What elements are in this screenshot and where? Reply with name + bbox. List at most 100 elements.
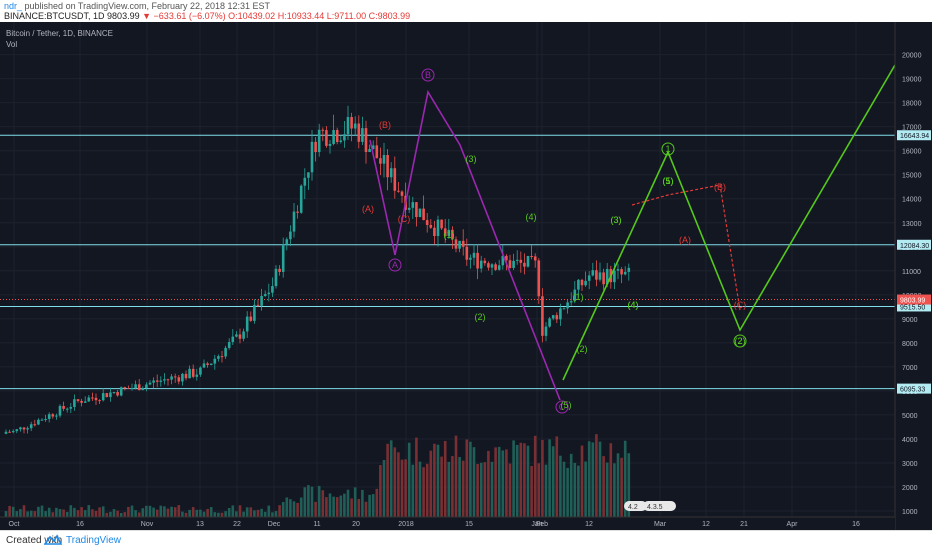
candle — [343, 134, 346, 141]
volume-bar — [533, 435, 537, 517]
volume-bar — [181, 511, 184, 517]
candle — [361, 128, 364, 142]
candle — [33, 424, 37, 426]
candle — [389, 168, 393, 178]
candle — [173, 376, 177, 378]
current-price-label: 9803.99 — [900, 298, 925, 305]
volume-bar — [541, 439, 544, 517]
volume-bar — [19, 509, 22, 517]
wave-label-purple: B — [425, 70, 431, 80]
candle — [37, 419, 40, 425]
candle — [357, 123, 361, 142]
time-tick-label: 12 — [585, 521, 593, 528]
volume-bar — [271, 512, 274, 517]
volume-bar — [382, 459, 386, 517]
volume-bar — [242, 511, 245, 517]
candles — [4, 105, 631, 435]
volume-bar — [497, 446, 501, 517]
candle — [141, 388, 145, 391]
volume-bar — [584, 461, 587, 517]
volume-bar — [299, 497, 303, 517]
candle — [155, 380, 159, 382]
candle — [559, 308, 562, 320]
volume-bar — [33, 511, 37, 517]
volume-bar — [418, 461, 422, 517]
candle — [623, 271, 627, 275]
volume-bar — [249, 507, 253, 517]
high-value: H:10933.44 — [277, 11, 325, 21]
volume-bar — [472, 447, 476, 517]
candle — [163, 379, 166, 381]
volume-bar — [411, 464, 415, 517]
horizontal-levels — [0, 134, 895, 390]
level-label-bg — [897, 239, 931, 250]
volume-bar — [325, 497, 328, 517]
candle — [465, 246, 469, 260]
candle — [213, 358, 217, 364]
ohlc-line: BINANCE:BTCUSDT, 1D 9803.99 ▼ −633.61 (−… — [4, 11, 410, 21]
volume-bar — [15, 511, 19, 517]
tradingview-brand[interactable]: TradingView — [66, 535, 122, 546]
price-chart[interactable]: BAC(A)(B)(C)(A)(B)(C)(1)(2)(3)(4)(5)(1)(… — [0, 22, 932, 530]
volume-bar — [425, 463, 429, 517]
wave-label-purple-ring — [388, 258, 402, 272]
volume-bar — [404, 459, 407, 517]
price-tick-label: 13000 — [902, 221, 922, 228]
candle — [433, 227, 436, 236]
candle — [109, 392, 112, 398]
candle — [483, 260, 487, 264]
candle — [177, 377, 181, 382]
wave-label-green: (3) — [611, 215, 622, 225]
volume-bar — [55, 507, 58, 517]
candle — [159, 380, 163, 382]
volume-bar — [58, 509, 62, 517]
event-badge — [624, 501, 647, 511]
volume-bar — [605, 462, 609, 517]
volume-bar — [440, 456, 443, 517]
time-tick-label: Jan — [531, 521, 542, 528]
volume-bar — [512, 440, 515, 517]
candle — [616, 269, 620, 271]
candle — [274, 268, 278, 287]
candle — [350, 117, 353, 129]
candle — [526, 255, 530, 267]
volume-bar — [544, 464, 548, 517]
wave-label-green: (3) — [611, 215, 622, 225]
volume-bar — [627, 453, 631, 517]
volume-bar — [519, 442, 523, 517]
candle — [152, 380, 155, 383]
volume-bar — [407, 442, 411, 517]
candle — [364, 128, 368, 153]
candle — [29, 424, 33, 429]
candle — [199, 367, 202, 375]
volume-bar — [231, 505, 235, 517]
price-tick-label: 16000 — [902, 149, 922, 156]
volume-bar — [51, 512, 55, 517]
candle — [548, 318, 551, 327]
volume-bar — [361, 489, 364, 517]
candle — [314, 141, 317, 153]
volume-bar — [109, 511, 112, 517]
candle — [422, 208, 425, 221]
candle — [116, 392, 119, 396]
wave-label-red: (C) — [398, 214, 411, 224]
wave-label-green: (5) — [663, 176, 674, 186]
tradingview-logo-icon[interactable] — [44, 534, 62, 546]
time-tick-label: 15 — [465, 521, 473, 528]
volume-bar — [123, 512, 127, 517]
volume-bar — [508, 463, 512, 517]
volume-bar — [400, 459, 404, 517]
candle — [76, 399, 80, 401]
volume-bar — [152, 507, 155, 517]
volume-bar — [26, 511, 29, 517]
author-link[interactable]: ndr_ — [4, 1, 23, 11]
volume-bar — [573, 462, 577, 517]
candle — [530, 255, 533, 257]
candle — [285, 239, 289, 245]
volume-bar — [577, 465, 580, 517]
volume-bar — [80, 507, 83, 517]
volume-bar — [595, 434, 598, 517]
candle — [332, 130, 335, 145]
candle — [91, 397, 94, 399]
